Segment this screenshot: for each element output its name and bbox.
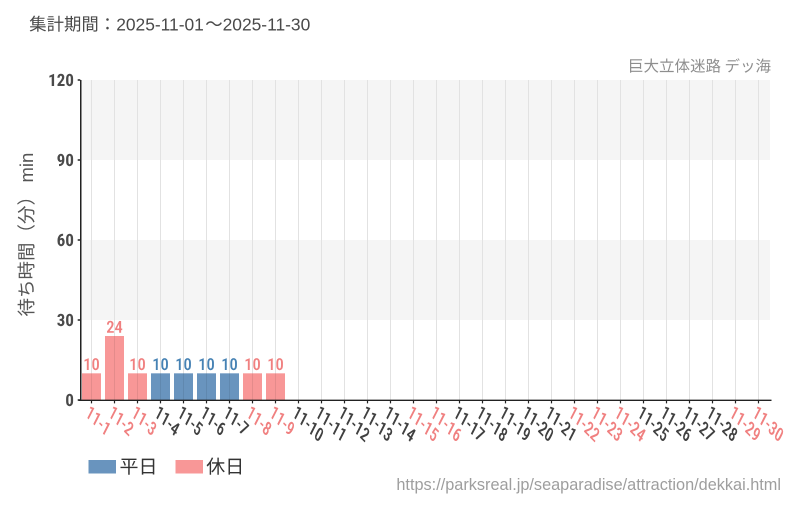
svg-text:2025-11-01: 2025-11-01	[116, 14, 204, 34]
svg-text:https://parksreal.jp/seaparadi: https://parksreal.jp/seaparadise/attract…	[396, 476, 781, 494]
svg-text:min: min	[16, 153, 37, 183]
svg-text:2025-11-30: 2025-11-30	[223, 14, 311, 34]
